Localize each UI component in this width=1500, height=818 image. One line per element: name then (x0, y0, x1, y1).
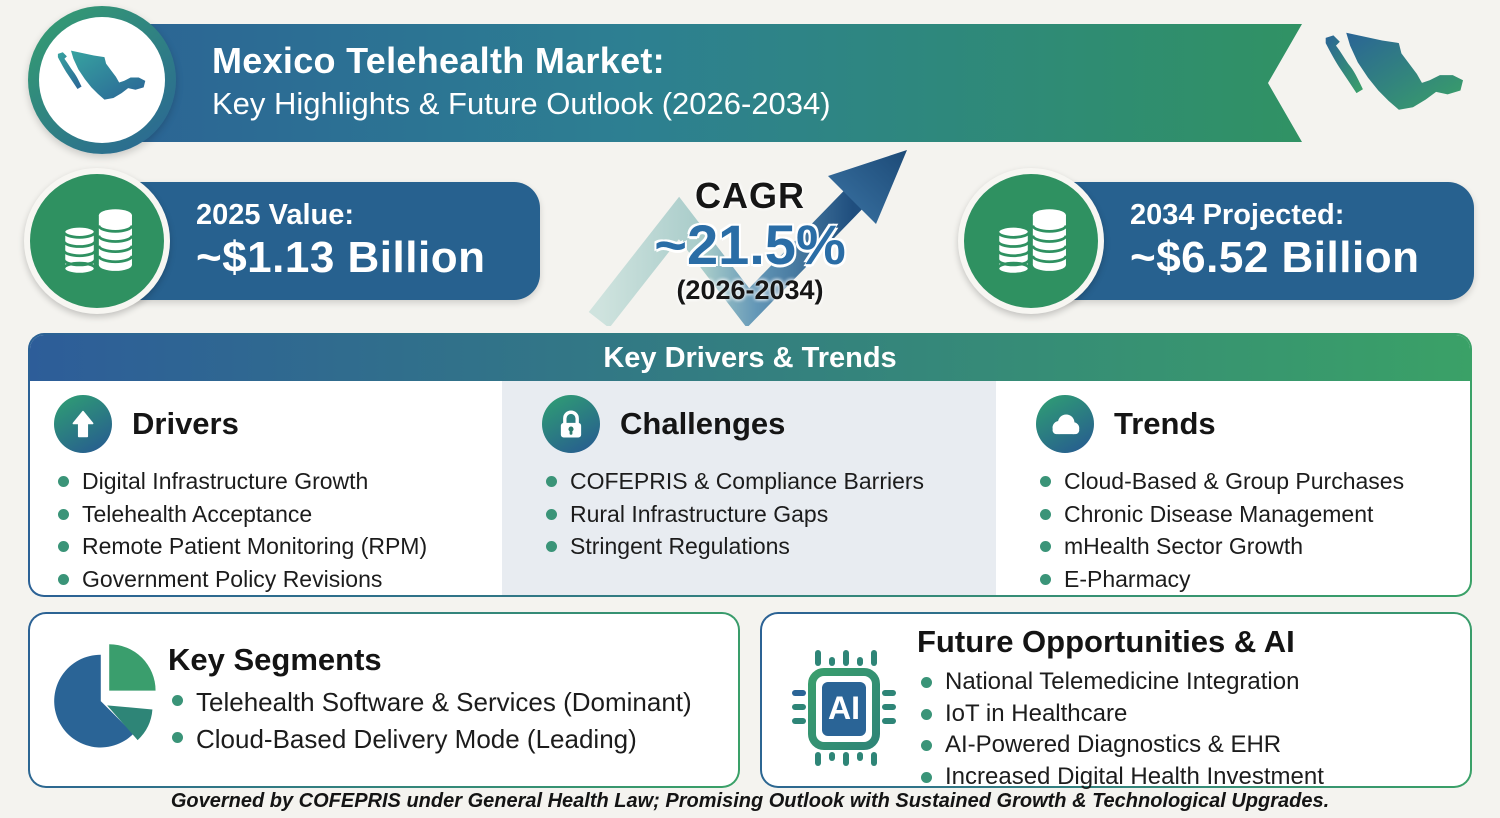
cloud-icon (1052, 414, 1080, 435)
list-item: Chronic Disease Management (1036, 498, 1450, 531)
stat-cagr: CAGR ~21.5% (2026-2034) (600, 176, 900, 306)
list-item: AI-Powered Diagnostics & EHR (917, 729, 1470, 761)
list-item: Increased Digital Health Investment (917, 761, 1470, 793)
drivers-column: Drivers Digital Infrastructure Growth Te… (30, 381, 502, 595)
list-item: Stringent Regulations (542, 530, 976, 563)
coins-badge (24, 168, 170, 314)
coins-badge (958, 168, 1104, 314)
coins-icon (996, 209, 1068, 276)
future-opportunities-title: Future Opportunities & AI (917, 624, 1295, 659)
drivers-heading: Drivers (132, 406, 239, 441)
drivers-badge (54, 395, 112, 453)
list-item: Telehealth Software & Services (Dominant… (168, 684, 738, 721)
stat-2034-number: ~$6.52 Billion (1130, 233, 1420, 282)
key-segments-list: Telehealth Software & Services (Dominant… (168, 684, 738, 758)
challenges-badge (542, 395, 600, 453)
header-banner (62, 24, 1302, 142)
list-item: Telehealth Acceptance (54, 498, 482, 531)
list-item: IoT in Healthcare (917, 698, 1470, 730)
stat-2025-value: 2025 Value: ~$1.13 Billion (96, 182, 540, 300)
trends-heading: Trends (1114, 406, 1216, 441)
future-opportunities-section: AI Future Opportunities & AI National Te… (760, 612, 1472, 790)
mexico-map-badge (28, 6, 176, 154)
list-item: Government Policy Revisions (54, 563, 482, 596)
challenges-list: COFEPRIS & Compliance Barriers Rural Inf… (542, 465, 976, 563)
stat-2034-projection: 2034 Projected: ~$6.52 Billion (1030, 182, 1474, 300)
growth-arrow-icon (588, 150, 907, 326)
list-item: Digital Infrastructure Growth (54, 465, 482, 498)
stat-2025-label: 2025 Value: (196, 199, 354, 231)
footer-note: Governed by COFEPRIS under General Healt… (170, 790, 1330, 812)
cagr-label: CAGR (695, 175, 805, 216)
trends-column: Trends Cloud-Based & Group Purchases Chr… (996, 381, 1470, 595)
mexico-map-badge-inner (39, 17, 165, 143)
list-item: E-Pharmacy (1036, 563, 1450, 596)
cagr-value: ~21.5% (654, 213, 846, 276)
mexico-map-icon (1325, 32, 1464, 110)
key-segments-title: Key Segments (168, 642, 382, 677)
list-item: National Telemedicine Integration (917, 666, 1470, 698)
list-item: COFEPRIS & Compliance Barriers (542, 465, 976, 498)
key-drivers-trends-section: Key Drivers & Trends Drivers Digital Inf… (28, 333, 1472, 597)
stat-2025-number: ~$1.13 Billion (196, 233, 486, 282)
list-item: mHealth Sector Growth (1036, 530, 1450, 563)
list-item: Remote Patient Monitoring (RPM) (54, 530, 482, 563)
section-title-bar: Key Drivers & Trends (30, 335, 1470, 381)
arrow-up-icon (72, 410, 94, 438)
lock-icon (560, 410, 582, 438)
list-item: Rural Infrastructure Gaps (542, 498, 976, 531)
page-title-line2: Key Highlights & Future Outlook (2026-20… (212, 86, 831, 121)
trends-badge (1036, 395, 1094, 453)
trends-list: Cloud-Based & Group Purchases Chronic Di… (1036, 465, 1450, 595)
challenges-column: Challenges COFEPRIS & Compliance Barrier… (502, 381, 996, 595)
future-opportunities-list: National Telemedicine Integration IoT in… (917, 666, 1470, 792)
list-item: Cloud-Based Delivery Mode (Leading) (168, 721, 738, 758)
pie-chart-icon (54, 644, 156, 748)
page-title: Mexico Telehealth Market: Key Highlights… (212, 38, 831, 124)
cagr-period: (2026-2034) (676, 275, 824, 305)
coins-icon (62, 209, 134, 276)
svg-text:AI: AI (828, 690, 860, 726)
stat-2034-label: 2034 Projected: (1130, 199, 1345, 231)
list-item: Cloud-Based & Group Purchases (1036, 465, 1450, 498)
challenges-heading: Challenges (620, 406, 786, 441)
ai-chip-icon: AI (792, 650, 896, 766)
key-segments-section: Key Segments Telehealth Software & Servi… (28, 612, 740, 788)
mexico-map-icon (57, 50, 146, 100)
page-title-line1: Mexico Telehealth Market: (212, 40, 665, 81)
drivers-list: Digital Infrastructure Growth Telehealth… (54, 465, 482, 595)
